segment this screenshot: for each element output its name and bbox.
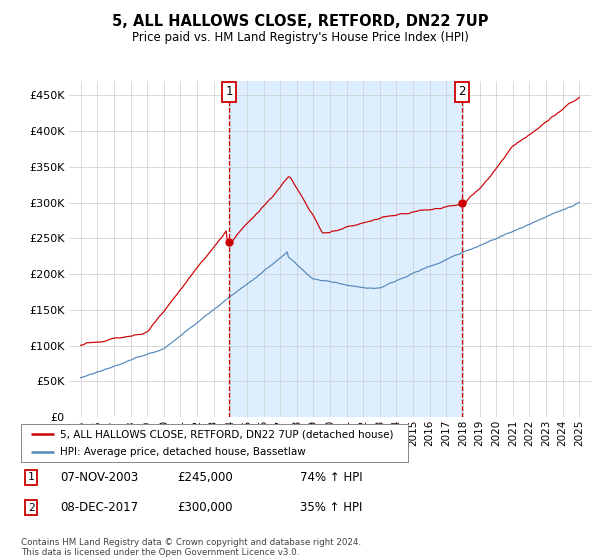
Text: 07-NOV-2003: 07-NOV-2003 bbox=[60, 470, 138, 484]
Text: 35% ↑ HPI: 35% ↑ HPI bbox=[300, 501, 362, 515]
Bar bbox=[229, 81, 462, 417]
Text: 74% ↑ HPI: 74% ↑ HPI bbox=[300, 470, 362, 484]
Text: Contains HM Land Registry data © Crown copyright and database right 2024.
This d: Contains HM Land Registry data © Crown c… bbox=[21, 538, 361, 557]
Text: £300,000: £300,000 bbox=[177, 501, 233, 515]
Text: 1: 1 bbox=[225, 86, 233, 99]
Text: £245,000: £245,000 bbox=[177, 470, 233, 484]
Text: 5, ALL HALLOWS CLOSE, RETFORD, DN22 7UP (detached house): 5, ALL HALLOWS CLOSE, RETFORD, DN22 7UP … bbox=[60, 429, 393, 439]
Text: 5, ALL HALLOWS CLOSE, RETFORD, DN22 7UP: 5, ALL HALLOWS CLOSE, RETFORD, DN22 7UP bbox=[112, 14, 488, 29]
Text: 08-DEC-2017: 08-DEC-2017 bbox=[60, 501, 138, 515]
Text: 2: 2 bbox=[458, 86, 466, 99]
Text: Price paid vs. HM Land Registry's House Price Index (HPI): Price paid vs. HM Land Registry's House … bbox=[131, 31, 469, 44]
Text: HPI: Average price, detached house, Bassetlaw: HPI: Average price, detached house, Bass… bbox=[60, 447, 305, 457]
Text: 1: 1 bbox=[28, 472, 35, 482]
Text: 2: 2 bbox=[28, 503, 35, 513]
